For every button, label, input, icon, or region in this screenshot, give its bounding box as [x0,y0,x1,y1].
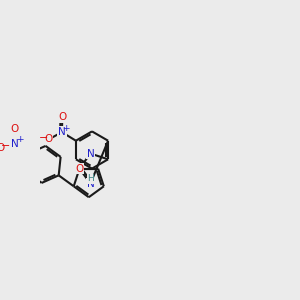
Text: −: − [1,141,10,151]
Text: O: O [75,164,84,174]
Text: +: + [62,124,70,133]
Text: −: − [39,133,49,143]
Text: +: + [16,135,23,144]
Text: N: N [11,139,19,149]
Text: O: O [58,112,66,122]
Text: H: H [87,174,94,183]
Text: O: O [10,124,18,134]
Text: N: N [58,127,66,137]
Text: N: N [86,148,94,159]
Text: O: O [44,134,53,144]
Text: N: N [86,178,94,189]
Text: O: O [0,142,5,153]
